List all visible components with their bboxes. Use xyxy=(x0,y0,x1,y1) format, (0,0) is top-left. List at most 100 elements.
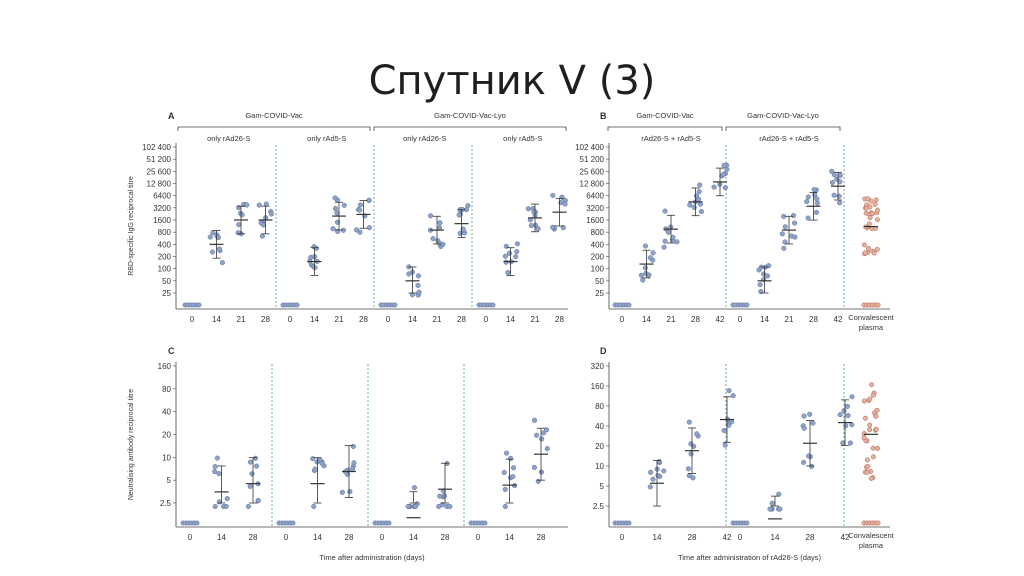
data-point xyxy=(268,211,274,217)
data-point xyxy=(528,223,534,229)
data-point xyxy=(538,469,545,475)
x-tick-label: 14 xyxy=(408,315,417,324)
data-point xyxy=(559,194,565,200)
data-point xyxy=(697,182,703,188)
data-point xyxy=(686,419,692,425)
data-point xyxy=(665,229,671,235)
plasma-point xyxy=(861,435,867,441)
y-tick-label: 3200 xyxy=(586,204,604,213)
x-tick-label: 28 xyxy=(809,315,818,324)
data-point xyxy=(845,412,851,419)
data-point xyxy=(392,302,398,308)
data-point xyxy=(655,472,661,478)
panel-letter: A xyxy=(168,111,175,121)
plasma-point xyxy=(866,221,872,227)
y-tick-label: 50 xyxy=(162,277,171,286)
data-point xyxy=(831,192,837,198)
panel-letter: B xyxy=(600,111,607,121)
data-point xyxy=(730,393,736,399)
plasma-point xyxy=(875,520,881,526)
data-point xyxy=(350,443,356,450)
group-label: only rAd5-S xyxy=(503,134,542,143)
data-point xyxy=(647,484,653,490)
x-tick-label: 0 xyxy=(284,533,289,542)
data-point xyxy=(437,493,443,499)
data-point xyxy=(349,466,356,472)
data-point xyxy=(427,213,434,219)
x-tick-label: 28 xyxy=(688,533,697,542)
data-point xyxy=(662,208,668,214)
group-label: only rAd26-S xyxy=(207,134,250,143)
data-point xyxy=(503,259,509,265)
data-point xyxy=(249,471,255,477)
x-tick-label: 28 xyxy=(555,315,564,324)
y-tick-label: 80 xyxy=(595,402,604,411)
data-point xyxy=(626,302,632,308)
data-point xyxy=(332,195,338,201)
data-point xyxy=(656,458,662,465)
data-point xyxy=(247,483,253,489)
data-point xyxy=(534,432,540,438)
y-tick-label: 200 xyxy=(591,253,605,262)
data-point xyxy=(814,196,820,202)
data-point xyxy=(744,520,750,526)
data-point xyxy=(531,464,537,470)
data-point xyxy=(312,466,318,472)
data-point xyxy=(406,271,412,277)
x-tick-label: 14 xyxy=(760,315,769,324)
data-point xyxy=(662,238,668,244)
plasma-point xyxy=(874,246,880,252)
y-tick-label: 10 xyxy=(162,453,171,462)
data-point xyxy=(357,202,363,208)
data-point xyxy=(313,245,319,251)
data-point xyxy=(207,234,213,240)
data-point xyxy=(416,289,422,295)
data-point xyxy=(245,503,251,510)
x-tick-label: 28 xyxy=(249,533,258,542)
data-point xyxy=(769,500,775,506)
data-point xyxy=(779,231,785,237)
data-point xyxy=(642,265,648,271)
data-point xyxy=(674,239,680,245)
data-point xyxy=(670,234,676,240)
data-point xyxy=(357,207,363,213)
data-point xyxy=(212,469,218,475)
data-point xyxy=(650,476,656,482)
plasma-point xyxy=(864,457,870,463)
data-point xyxy=(219,260,225,266)
data-point xyxy=(482,520,488,526)
data-point xyxy=(711,184,717,190)
data-point xyxy=(510,474,516,480)
data-point xyxy=(256,202,262,208)
data-point xyxy=(837,412,843,418)
y-tick-label: 25 600 xyxy=(147,167,172,176)
plasma-point xyxy=(872,201,878,207)
data-point xyxy=(332,205,339,212)
y-tick-label: 20 xyxy=(595,442,604,451)
data-point xyxy=(829,168,835,174)
plasma-point xyxy=(861,398,867,404)
plasma-point xyxy=(866,245,871,251)
data-point xyxy=(761,271,767,277)
data-point xyxy=(698,208,704,215)
data-point xyxy=(690,475,696,481)
y-tick-label: 400 xyxy=(591,240,605,249)
x-tick-label: 21 xyxy=(335,315,344,324)
data-point xyxy=(550,224,556,230)
data-point xyxy=(726,422,732,428)
x-tick-label: 0 xyxy=(738,533,743,542)
x-tick-label: 28 xyxy=(261,315,270,324)
data-point xyxy=(216,470,222,477)
data-point xyxy=(508,455,514,461)
data-point xyxy=(535,226,541,232)
x-tick-label: 21 xyxy=(667,315,676,324)
data-point xyxy=(781,245,787,251)
data-point xyxy=(341,202,347,208)
data-point xyxy=(696,196,702,202)
data-point xyxy=(767,506,773,512)
plasma-point xyxy=(862,250,868,256)
data-point xyxy=(560,225,566,231)
data-point xyxy=(757,282,763,288)
data-point xyxy=(638,272,644,278)
x-tick-label: 0 xyxy=(380,533,385,542)
